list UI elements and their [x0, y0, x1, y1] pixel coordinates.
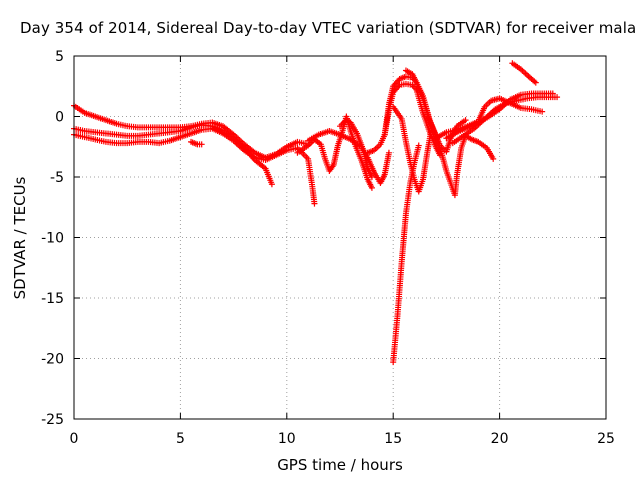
data-point: [539, 108, 546, 115]
x-tick-label: 10: [278, 431, 296, 447]
series-track-4: [188, 138, 205, 148]
axis-ticks: 0 5 10 15 20 25 5 0 -5 -10 -15 -20 -25: [41, 49, 615, 447]
y-tick-label: -20: [41, 352, 64, 368]
data-point: [198, 141, 205, 148]
data-points: [71, 60, 561, 366]
y-tick-label: -5: [50, 170, 64, 186]
x-tick-label: 15: [384, 431, 402, 447]
grid: [74, 56, 606, 419]
series-track-11: [390, 142, 422, 366]
x-tick-label: 0: [70, 431, 79, 447]
series-track-2: [71, 121, 275, 188]
series-track-3: [71, 125, 318, 207]
y-tick-label: -10: [41, 231, 64, 247]
series-track-15: [449, 94, 561, 147]
data-point: [415, 142, 422, 149]
data-point: [368, 174, 375, 180]
y-tick-label: -25: [41, 412, 64, 428]
series-track-16: [509, 60, 539, 86]
x-tick-label: 20: [491, 431, 509, 447]
data-point: [532, 79, 539, 86]
data-point: [368, 184, 375, 191]
data-point: [490, 155, 497, 162]
y-tick-label: 5: [55, 49, 64, 65]
series-track-12: [402, 67, 497, 199]
x-axis-label: GPS time / hours: [277, 456, 403, 474]
x-tick-label: 5: [176, 431, 185, 447]
y-tick-label: 0: [55, 110, 64, 126]
data-point: [385, 149, 392, 156]
y-axis-label: SDTVAR / TECUs: [11, 176, 29, 300]
data-point: [268, 181, 275, 188]
data-point: [311, 200, 318, 207]
chart-title: Day 354 of 2014, Sidereal Day-to-day VTE…: [20, 19, 637, 37]
plot-frame: [73, 55, 607, 420]
data-point: [462, 117, 469, 124]
x-tick-label: 25: [597, 431, 615, 447]
y-tick-label: -15: [41, 291, 64, 307]
series-track-7: [337, 117, 375, 180]
data-point: [554, 94, 561, 101]
